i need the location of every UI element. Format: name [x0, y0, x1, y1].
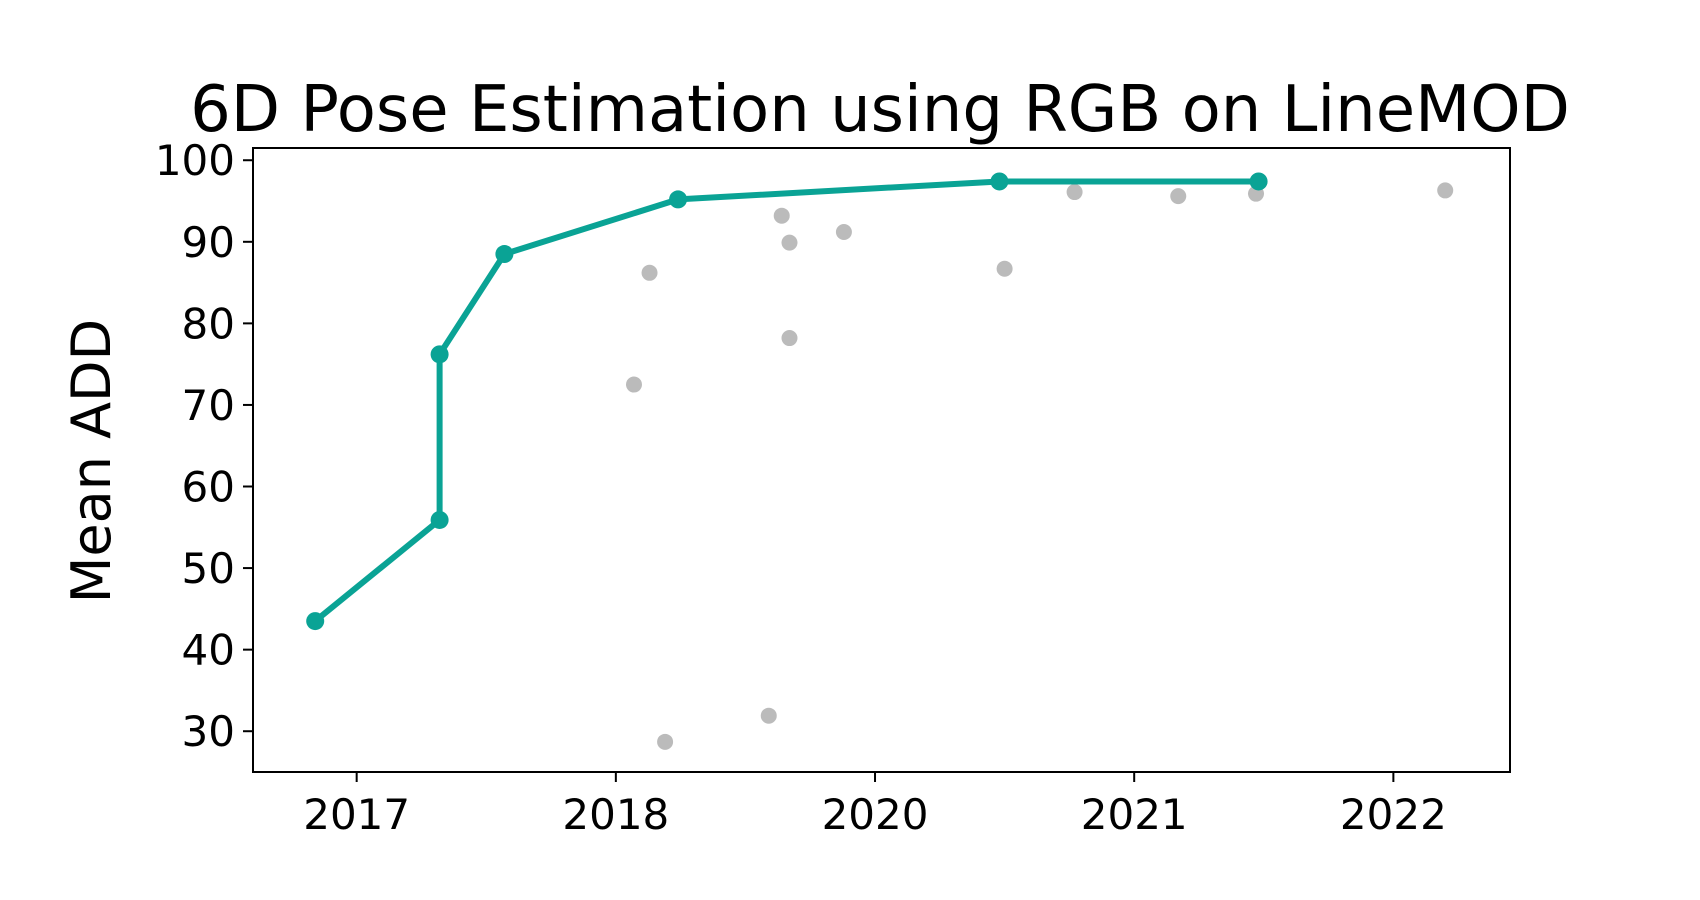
sota-point: [306, 612, 325, 631]
y-axis-label: Mean ADD: [60, 319, 123, 603]
other-method-point: [1437, 182, 1454, 199]
other-method-point: [996, 260, 1013, 277]
other-methods-points: [625, 182, 1454, 750]
other-method-point: [641, 264, 658, 281]
sota-point: [495, 245, 514, 264]
other-method-point: [760, 707, 777, 724]
other-method-point: [835, 224, 852, 241]
chart-title: 6D Pose Estimation using RGB on LineMOD: [190, 73, 1570, 147]
other-method-point: [657, 733, 674, 750]
y-axis: 30 40 50 60 70 80 90 100: [155, 136, 253, 756]
other-method-point: [781, 234, 798, 251]
other-method-point: [781, 330, 798, 347]
sota-point: [669, 190, 688, 209]
y-tick-label: 60: [182, 463, 235, 512]
sota-point: [990, 172, 1009, 191]
other-method-point: [773, 207, 790, 224]
y-tick-label: 30: [182, 707, 235, 756]
y-tick-label: 90: [182, 218, 235, 267]
other-method-point: [1170, 188, 1187, 205]
x-tick-label: 2017: [303, 790, 410, 839]
y-tick-label: 100: [155, 136, 235, 185]
sota-point: [430, 510, 449, 529]
plot-area-frame: [252, 147, 1511, 773]
state-of-the-art-series: [306, 172, 1268, 631]
y-tick-label: 80: [182, 299, 235, 348]
x-tick-label: 2018: [562, 790, 669, 839]
x-tick-label: 2022: [1340, 790, 1447, 839]
x-tick-label: 2021: [1081, 790, 1188, 839]
other-method-point: [1066, 184, 1083, 201]
sota-point: [430, 345, 449, 364]
x-axis: 2017 2018 2020 2021 2022: [303, 772, 1447, 839]
x-tick-label: 2020: [822, 790, 929, 839]
other-method-point: [625, 376, 642, 393]
y-tick-label: 50: [182, 544, 235, 593]
sota-point: [1249, 172, 1268, 191]
y-tick-label: 70: [182, 381, 235, 430]
y-tick-label: 40: [182, 626, 235, 675]
